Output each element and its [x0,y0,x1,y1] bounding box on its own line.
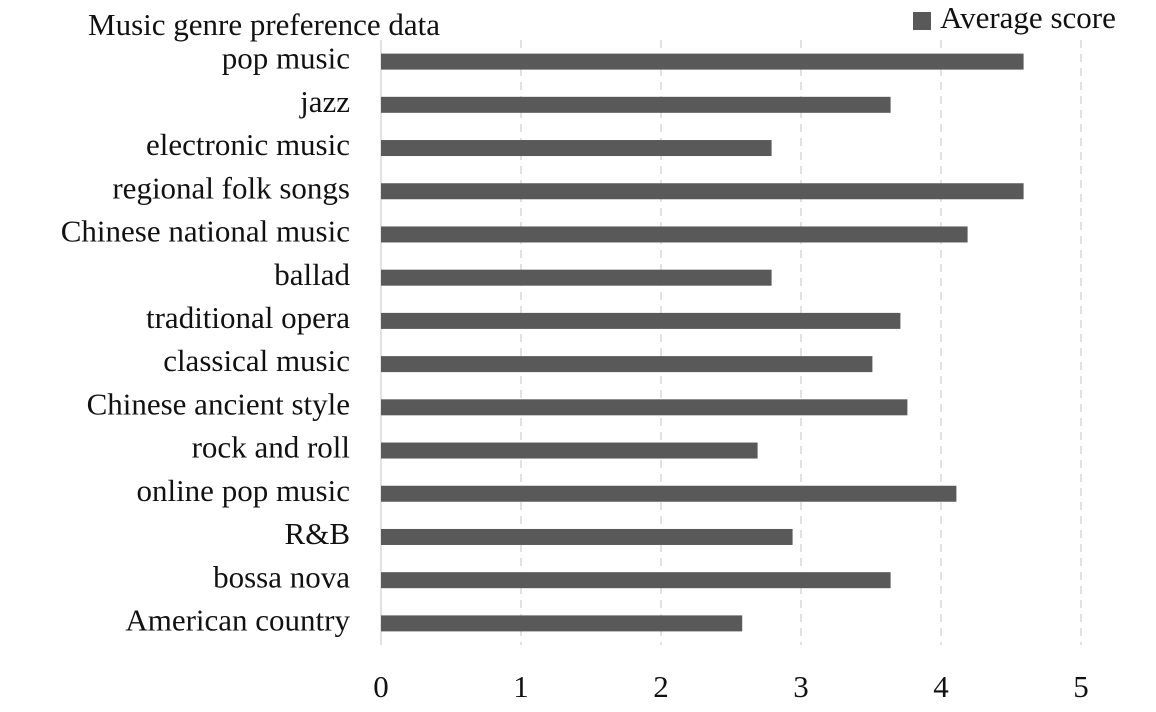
x-tick-label: 3 [793,669,809,704]
chart-title: Music genre preference data [88,7,440,42]
bar [381,269,772,286]
bar [381,485,957,502]
y-tick-label: rock and roll [192,430,350,465]
bar [381,140,772,157]
x-tick-label: 4 [933,669,949,704]
y-tick-label: pop music [222,41,350,76]
y-tick-label: regional folk songs [112,170,350,205]
y-tick-label: classical music [163,343,350,378]
bar [381,312,901,329]
legend-swatch [913,12,931,30]
y-tick-label: jazz [299,84,350,119]
bar [381,96,891,113]
x-tick-label: 2 [653,669,669,704]
bar [381,615,743,632]
x-tick-label: 5 [1073,669,1089,704]
bar [381,53,1024,70]
bar [381,572,891,589]
bar [381,442,758,459]
y-tick-label: American country [125,603,350,638]
bar [381,356,873,373]
bar [381,226,968,243]
x-tick-label: 1 [513,669,529,704]
y-tick-label: online pop music [136,473,350,508]
y-tick-label: Chinese national music [61,214,350,249]
y-tick-label: electronic music [146,127,350,162]
bar [381,399,908,416]
y-tick-label: Chinese ancient style [87,386,350,421]
legend-label: Average score [940,0,1116,35]
y-tick-label: ballad [274,257,350,292]
y-tick-label: traditional opera [146,300,350,335]
bar [381,528,793,545]
bar [381,183,1024,200]
y-tick-label: R&B [285,516,350,551]
y-tick-label: bossa nova [213,559,350,594]
x-tick-label: 0 [373,669,389,704]
